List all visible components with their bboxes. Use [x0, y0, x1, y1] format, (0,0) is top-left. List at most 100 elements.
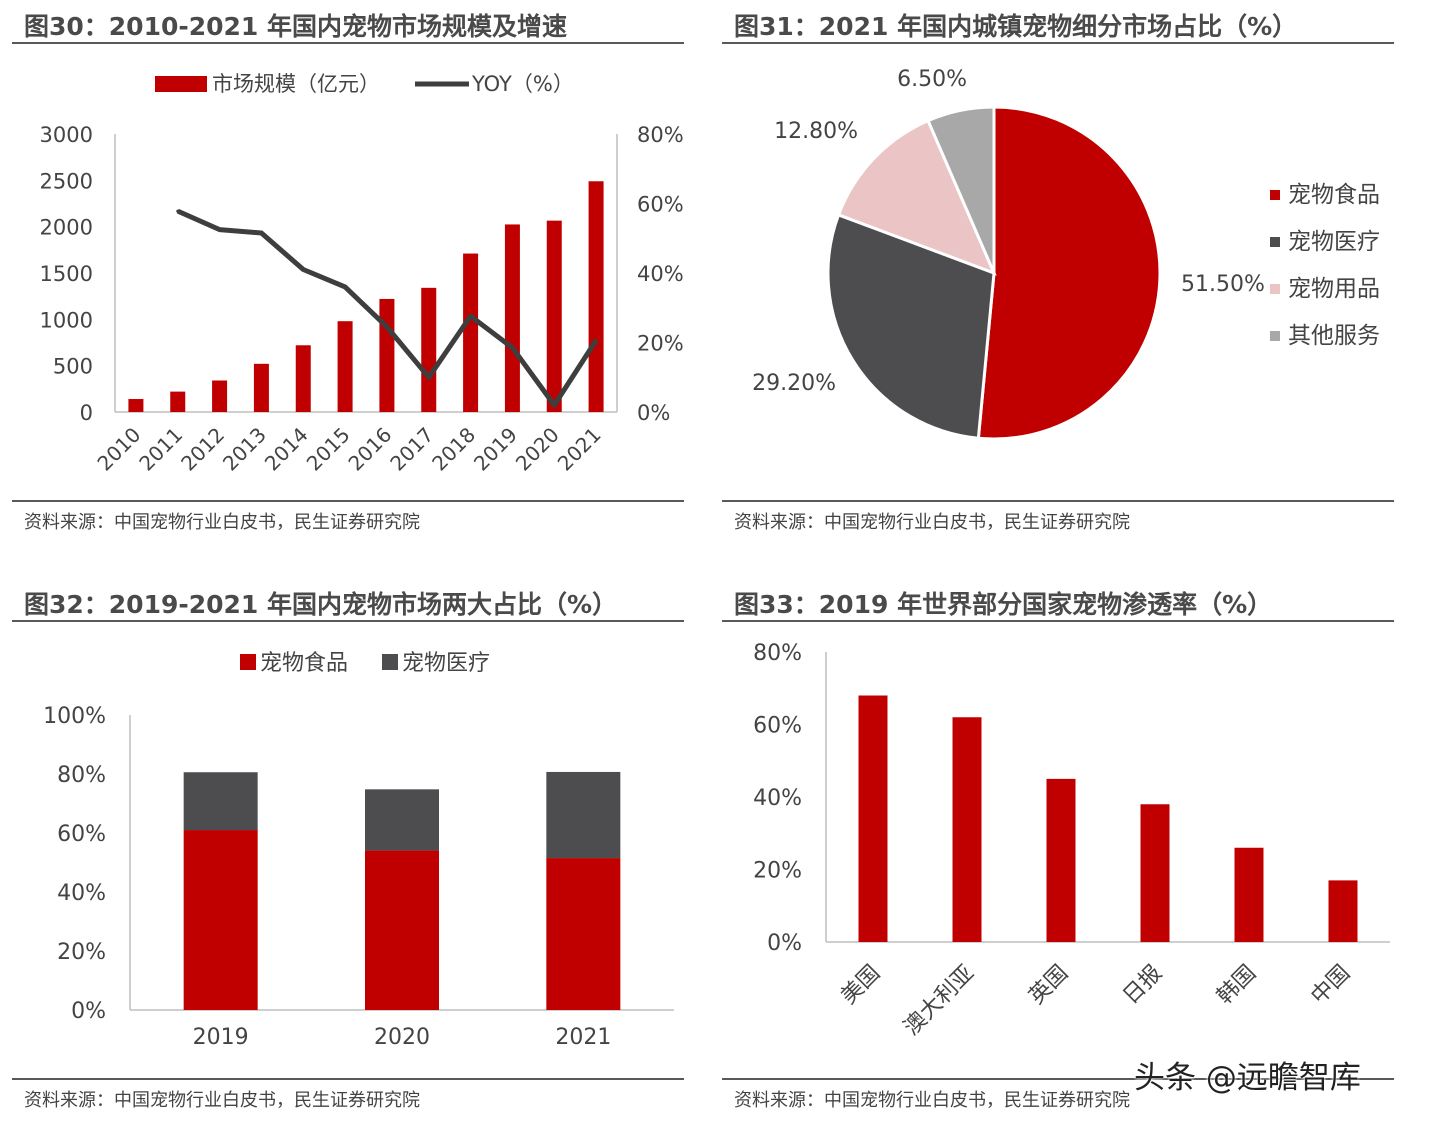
pie-slice — [926, 105, 996, 274]
y-tick-label: 40% — [57, 881, 106, 906]
yoy-point — [469, 314, 473, 318]
bar-segment — [183, 830, 258, 1010]
bar — [952, 717, 982, 942]
bar — [504, 224, 520, 412]
bar — [1328, 880, 1358, 942]
divider — [12, 1078, 684, 1080]
y-tick-label: 1500 — [40, 262, 93, 286]
bar — [463, 253, 479, 412]
pie-value-label: 51.50% — [1181, 272, 1265, 297]
y2-tick-label: 60% — [637, 193, 684, 217]
source-note: 资料来源：中国宠物行业白皮书，民生证券研究院 — [734, 1090, 1130, 1111]
y-tick-label: 0% — [767, 931, 802, 956]
yoy-point — [427, 375, 431, 379]
bar — [1234, 847, 1264, 942]
legend-label: 宠物医疗 — [1288, 229, 1380, 255]
bar — [212, 380, 228, 412]
y-tick-label: 500 — [53, 355, 93, 379]
source-note: 资料来源：中国宠物行业白皮书，民生证券研究院 — [734, 512, 1130, 533]
pie-slice — [976, 105, 1162, 441]
x-tick-label: 2020 — [374, 1025, 430, 1050]
legend-label: 宠物食品 — [260, 651, 348, 676]
y-tick-label: 40% — [753, 786, 802, 811]
bar — [253, 363, 269, 412]
chart-title: 图31：2021 年国内城镇宠物细分市场占比（%） — [722, 0, 1394, 44]
x-tick-label: 2018 — [427, 423, 480, 476]
x-tick-label: 美国 — [836, 961, 885, 1010]
x-tick-label: 2010 — [92, 423, 145, 476]
x-tick-label: 2021 — [553, 423, 606, 476]
yoy-point — [552, 403, 556, 407]
yoy-point — [510, 346, 514, 350]
x-tick-label: 2013 — [218, 423, 271, 476]
pie-value-label: 6.50% — [897, 67, 967, 92]
y-tick-label: 2000 — [40, 216, 93, 240]
market-size-chart: 0 500 1000 1500 2000 2500 3000 0% 20% 40% 60% 80% 20… — [40, 72, 684, 476]
legend-label: 宠物用品 — [1288, 276, 1380, 302]
divider — [12, 500, 684, 502]
legend-swatch — [1270, 190, 1280, 200]
x-tick-label: 韩国 — [1212, 961, 1261, 1010]
bar — [1140, 804, 1170, 942]
x-tick-label: 2012 — [176, 423, 229, 476]
legend-label: YOY（%） — [471, 72, 574, 96]
pie-slice — [836, 118, 997, 276]
bar — [588, 181, 604, 412]
x-tick-label: 2019 — [469, 423, 522, 476]
yoy-point — [259, 231, 263, 235]
y-tick-label: 60% — [57, 822, 106, 847]
bar — [337, 321, 353, 412]
x-tick-label: 日报 — [1118, 961, 1167, 1010]
legend-swatch — [1270, 331, 1280, 341]
yoy-point — [343, 285, 347, 289]
bar — [128, 399, 144, 412]
y-tick-label: 1000 — [40, 308, 93, 332]
legend-label: 其他服务 — [1288, 323, 1380, 349]
chart-panel-penetration: 图33：2019 年世界部分国家宠物渗透率（%） 0% 20% 40% 60% 80% 美… — [722, 578, 1394, 1111]
x-tick-label: 2015 — [302, 423, 355, 476]
x-tick-label: 2016 — [343, 423, 396, 476]
bar-segment — [546, 771, 621, 859]
chart-panel-two-share: 图32：2019-2021 年国内宠物市场两大占比（%） 0% 20% 40% 60%… — [12, 578, 684, 1111]
bar — [379, 298, 395, 412]
x-tick-label: 英国 — [1024, 961, 1073, 1010]
bar-segment — [365, 789, 439, 851]
bar — [1046, 778, 1076, 942]
y-tick-label: 20% — [753, 859, 802, 884]
yoy-point — [301, 268, 305, 272]
source-note: 资料来源：中国宠物行业白皮书，民生证券研究院 — [24, 1090, 420, 1111]
y-tick-label: 60% — [753, 714, 802, 739]
chart-title: 图32：2019-2021 年国内宠物市场两大占比（%） — [12, 578, 684, 622]
divider — [722, 500, 1394, 502]
x-tick-label: 2017 — [385, 423, 438, 476]
bar — [170, 391, 186, 412]
y-tick-label: 0% — [71, 999, 106, 1024]
y2-tick-label: 40% — [637, 262, 684, 286]
x-tick-label: 2014 — [260, 423, 313, 476]
x-tick-label: 澳大利亚 — [899, 961, 979, 1041]
penetration-chart: 0% 20% 40% 60% 80% 美国 澳大利亚 英国 日报 韩国 中国 — [753, 641, 1390, 1041]
yoy-point — [594, 338, 598, 342]
watermark: 头条 @远瞻智库 — [1134, 1060, 1361, 1096]
bar-segment — [183, 772, 258, 831]
bar — [295, 345, 311, 412]
x-tick-label: 2020 — [511, 423, 564, 476]
chart-title: 图30：2010-2021 年国内宠物市场规模及增速 — [12, 0, 684, 44]
divider — [722, 1078, 1394, 1080]
legend-swatch-bar — [155, 76, 207, 92]
bar — [858, 695, 888, 942]
bar — [421, 287, 437, 412]
x-tick-label: 中国 — [1306, 961, 1355, 1010]
y-tick-label: 80% — [753, 641, 802, 666]
legend-swatch — [382, 654, 398, 670]
chart-panel-market-size: 图30：2010-2021 年国内宠物市场规模及增速 0 500 1000 1500 2… — [12, 0, 684, 533]
legend-swatch — [240, 654, 256, 670]
y-tick-label: 20% — [57, 940, 106, 965]
y-tick-label: 80% — [57, 763, 106, 788]
legend-swatch — [1270, 237, 1280, 247]
y-tick-label: 2500 — [40, 169, 93, 193]
y-tick-label: 0 — [80, 401, 93, 425]
yoy-point — [218, 228, 222, 232]
source-note: 资料来源：中国宠物行业白皮书，民生证券研究院 — [24, 512, 420, 533]
